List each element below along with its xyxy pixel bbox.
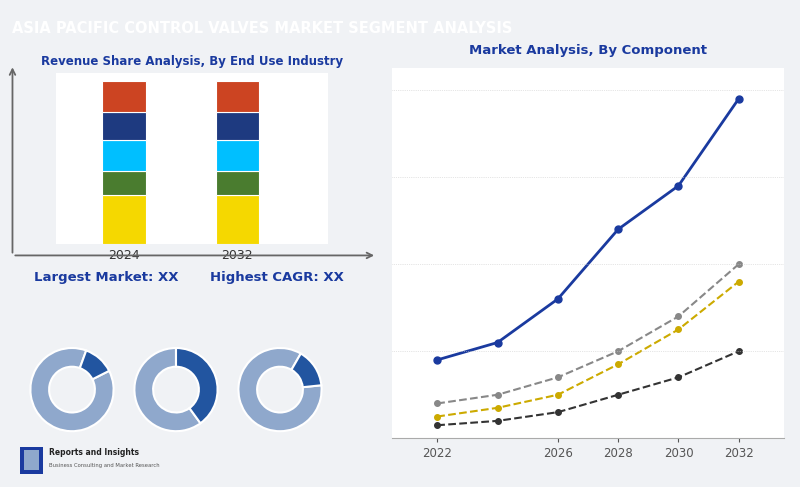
- Text: Highest CAGR: XX: Highest CAGR: XX: [210, 271, 343, 284]
- Wedge shape: [176, 348, 218, 423]
- Bar: [24, 450, 39, 470]
- Bar: [216, 112, 259, 140]
- Title: Market Analysis, By Component: Market Analysis, By Component: [469, 44, 707, 57]
- Wedge shape: [134, 348, 201, 431]
- Text: ASIA PACIFIC CONTROL VALVES MARKET SEGMENT ANALYSIS: ASIA PACIFIC CONTROL VALVES MARKET SEGME…: [12, 20, 512, 36]
- Bar: [102, 171, 146, 195]
- Wedge shape: [30, 348, 114, 431]
- Text: Reports and Insights: Reports and Insights: [50, 448, 139, 457]
- Bar: [102, 195, 146, 244]
- Text: Business Consulting and Market Research: Business Consulting and Market Research: [50, 463, 160, 468]
- Wedge shape: [238, 348, 322, 431]
- Bar: [102, 112, 146, 140]
- Wedge shape: [291, 354, 322, 387]
- Title: Revenue Share Analysis, By End Use Industry: Revenue Share Analysis, By End Use Indus…: [41, 55, 343, 68]
- Bar: [102, 140, 146, 171]
- Bar: [102, 81, 146, 112]
- Text: Largest Market: XX: Largest Market: XX: [34, 271, 178, 284]
- Bar: [216, 195, 259, 244]
- Bar: [20, 447, 43, 474]
- Bar: [216, 171, 259, 195]
- Wedge shape: [80, 351, 109, 379]
- Bar: [216, 81, 259, 112]
- Bar: [216, 140, 259, 171]
